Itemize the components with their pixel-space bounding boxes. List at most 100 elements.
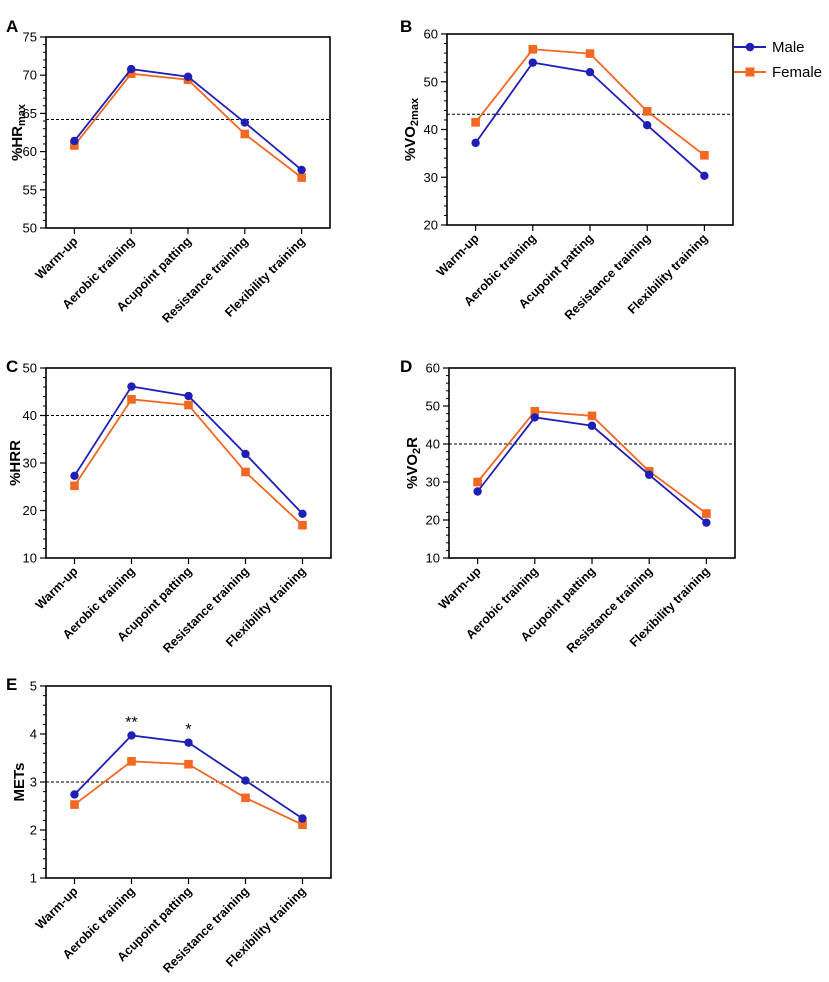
panel-c-ytick-label: 20 [23,503,37,518]
panel-e-ylabel: METs [11,763,28,802]
panel-a-female-point [240,129,250,139]
panel-a-ytick-label: 60 [23,144,37,159]
panel-e-female-line [73,760,303,826]
panel-a-ylabel-main: %HR [9,126,26,161]
panel-c-ytick-label: 10 [23,551,37,566]
panel-d-male-point [702,518,711,527]
panel-e-significance-mark: ** [125,714,137,731]
panel-c-category-warm-up: Warm-up [33,564,81,612]
panel-b-male-point [471,138,480,148]
panel-d-ylabel: %VO2R [404,437,423,489]
panel-e-male-point [70,790,79,799]
panel-a-ylabel-sub: max [16,103,28,126]
panel-c-male-point [184,391,193,401]
panel-d-ylabel-tail: R [404,437,421,448]
panel-e-male-line [73,734,303,820]
panel-b-letter: B [400,17,412,36]
panel-a-category-warm-up: Warm-up [33,234,81,282]
panel-a-male-point [183,72,193,81]
panel-c-female-line [73,398,304,526]
legend-male-label: Male [772,39,805,56]
panel-b-ytick-label: 30 [424,170,438,185]
panel-c-male-point [70,471,79,481]
panel-e-male-point [184,738,193,747]
panel-e-category-warm-up: Warm-up [33,884,81,932]
panel-d-male-line [476,416,707,524]
panel-d-ytick-label: 30 [426,475,440,490]
panel-b-ylabel-main: %VO [402,126,419,161]
panel-d-letter: D [400,357,412,376]
panel-c-ytick-label: 30 [23,456,37,471]
panel-a-male-point [297,165,306,175]
panel-b-ylabel-sub: 2max [409,97,421,126]
panel-d-ytick-label: 60 [426,361,440,376]
panel-b-male-point [700,171,709,181]
panel-b-male-point [585,68,595,77]
panel-e-female-point [241,793,250,803]
panel-c-female-point [127,395,136,404]
panel-c-female-point [70,481,79,491]
panel-b-ylabel: %VO2max [402,97,421,161]
legend-female-label: Female [772,64,822,81]
panel-c-ylabel: %HRR [7,440,24,486]
panel-e-female-point [70,800,79,809]
legend-male-marker [745,42,755,52]
panel-b-female-point [528,44,538,54]
panel-b-female-point [700,150,709,160]
panel-d-male-point [587,421,597,430]
panel-e-letter: E [6,675,17,694]
panel-b-female-point [585,49,595,58]
panel-d-ylabel-sub: 2 [411,448,423,454]
panel-e-ytick-label: 3 [30,775,37,790]
panel-b-female-point [471,118,480,127]
panel-a-male-point [127,64,136,74]
panel-e-female-point [298,820,307,830]
panel-b-category-warm-up: Warm-up [434,231,482,279]
panel-d-ytick-label: 20 [426,513,440,528]
panel-b-female-point [642,107,652,116]
panel-a-ytick-label: 55 [23,182,37,197]
panel-c-ytick-label: 50 [23,361,37,376]
panel-d-category-warm-up: Warm-up [436,564,484,612]
panel-c-letter: C [6,357,18,376]
panel-c-female-point [184,400,193,410]
panel-a-female-line [73,72,303,179]
panel-b-ytick-label: 60 [424,27,438,42]
panel-e-male-point [241,776,250,785]
legend: Male Female [734,39,822,81]
panel-d-ytick-label: 50 [426,399,440,414]
panel-a-male-point [240,118,249,127]
panel-d-male-point [530,413,539,422]
panel-a-male-point [70,136,79,146]
panel-c-female-point [298,520,307,530]
panel-d-ylabel-main: %VO [404,454,421,489]
panel-b-ytick-label: 50 [424,74,438,89]
panel-b-plot-frame [446,33,734,226]
panel-b-female-line [474,48,705,156]
panel-a-ytick-label: 75 [23,30,37,45]
panel-e-female-point [184,759,193,769]
panel-b-ytick-label: 40 [424,122,438,137]
panel-a-female-point [126,69,136,78]
panel-e-ytick-label: 2 [30,823,37,838]
panel-d-female-point [587,411,597,421]
panel-d-female-point [702,509,711,518]
panel-c-male-point [298,509,307,519]
panel-e-significance-mark: * [185,722,191,739]
legend-female-marker [745,67,755,77]
panel-a-female-point [297,173,306,182]
panel-c-male-point [127,382,136,391]
panel-c-male-point [241,449,250,459]
panel-a-ytick-label: 65 [23,106,37,121]
panel-d-male-point [645,470,654,479]
panel-e-ytick-label: 5 [30,679,37,694]
panel-e-male-point [127,731,136,740]
panel-a-letter: A [6,17,18,36]
panel-b-male-point [643,121,652,130]
